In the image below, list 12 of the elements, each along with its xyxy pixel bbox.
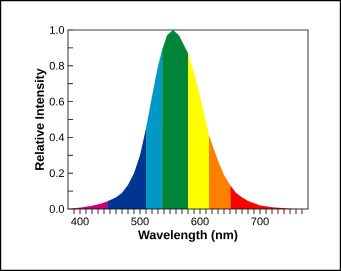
x-tick-label: 600 (191, 218, 209, 226)
x-tick-label: 500 (131, 218, 149, 226)
y-tick-label: 0.2 (50, 169, 64, 178)
x-tick-label: 700 (251, 218, 269, 226)
y-tick-label: 0.6 (50, 98, 64, 106)
y-tick-label: 0.4 (50, 134, 64, 142)
y-tick-label: 0.8 (50, 62, 64, 70)
y-axis-title: Relative Intensity (34, 68, 46, 170)
y-tick-label: 0.0 (50, 205, 64, 213)
y-tick-label: 1.0 (50, 26, 64, 34)
x-tick-label: 400 (71, 218, 89, 226)
x-axis-title: Wavelength (nm) (138, 230, 238, 242)
